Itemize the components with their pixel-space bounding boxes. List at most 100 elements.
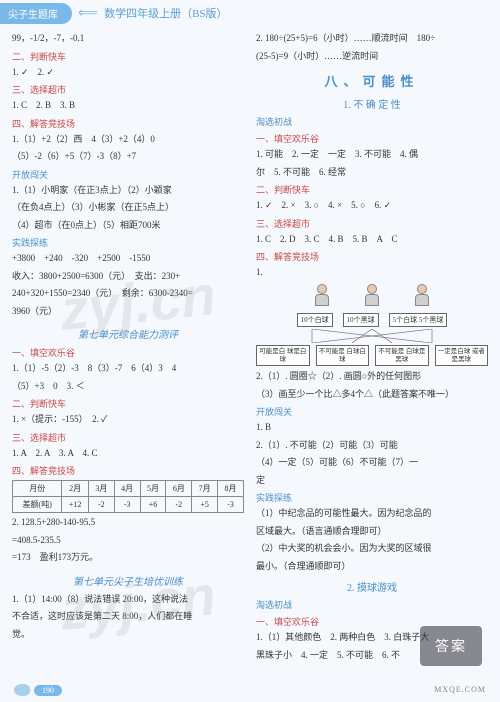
- figure-box: 10个白球: [297, 313, 333, 327]
- table-cell: -2: [166, 497, 192, 513]
- text: 尔 5. 不可能 6. 经常: [256, 166, 488, 180]
- kid-icon: [411, 284, 433, 310]
- header-title: 数学四年级上册（BS版）: [104, 5, 227, 21]
- text: 2.（1）. 不可能（2）可能（3）可能: [256, 439, 488, 453]
- table-cell: 8月: [218, 481, 244, 497]
- text: 觉。: [12, 628, 244, 642]
- text: 3960（元）: [12, 305, 244, 319]
- text: 1.（1）小明家（在正3点上）（2）小颖家: [12, 184, 244, 198]
- connector-lines-icon: [292, 329, 452, 343]
- text: 1. ✓ 2. × 3. ○ 4. × 5. ○ 6. ✓: [256, 199, 488, 213]
- table-cell: 月份: [13, 481, 62, 497]
- figure-result-box: 一定是白球 或者是黑球: [435, 345, 489, 367]
- table-cell: +5: [192, 497, 218, 513]
- table-cell: -3: [114, 497, 140, 513]
- text: 2. 180÷(25+5)=6（小时）……顺流时间 180÷: [256, 32, 488, 46]
- left-column: 99，-1/2，-7，-0.1 二、判断快车 1. ✓ 2. ✓ 三、选择超市 …: [12, 32, 244, 666]
- table-cell: +12: [62, 497, 89, 513]
- figure-result-box: 不可能是 白球是黑球: [375, 345, 429, 367]
- text: 2.（1）. 圆圈☆（2）. 画圆○外的任何图形: [256, 370, 488, 384]
- section-heading: 三、选择超市: [256, 217, 488, 230]
- text: （5）-2（6）+5（7）-3（8）+7: [12, 150, 244, 164]
- diagram-figure: 10个白球 10个黑球 5个白球 5个黑球 可能是白 球是白球 不可能是 白球白…: [256, 284, 488, 367]
- text: (25-5)=9（小时）……逆流时间: [256, 50, 488, 64]
- text: （1）中纪念品的可能性最大。因为纪念品的: [256, 507, 488, 521]
- section-heading: 开放闯关: [12, 168, 244, 181]
- text: （2）中大奖的机会会小。因为大奖的区域很: [256, 542, 488, 556]
- text: 1.: [256, 266, 488, 280]
- section-heading: 二、判断快车: [12, 397, 244, 410]
- section-heading: 二、判断快车: [256, 183, 488, 196]
- section-heading: 淘选初战: [256, 115, 488, 128]
- header-arrow-icon: ⟸: [78, 5, 98, 22]
- table-cell: 2月: [62, 481, 89, 497]
- section-heading: 三、选择超市: [12, 431, 244, 444]
- text: 最小。（合理通顺即可）: [256, 560, 488, 574]
- text: 1. 可能 2. 一定 一定 3. 不可能 4. 偶: [256, 148, 488, 162]
- section-heading: 一、填空欢乐谷: [256, 132, 488, 145]
- figure-box: 10个黑球: [343, 313, 379, 327]
- text: 收入：3800+2500=6300（元） 支出：230+: [12, 270, 244, 284]
- footer: 190: [14, 684, 62, 696]
- table-cell: -2: [88, 497, 114, 513]
- unit-heading: 第七单元尖子生培优训练: [12, 573, 244, 588]
- table-cell: 7月: [192, 481, 218, 497]
- text: =173 盈利173万元。: [12, 551, 244, 565]
- text: 240+320+1550=2340（元） 剩余：6300-2340=: [12, 287, 244, 301]
- figure-result-box: 可能是白 球是白球: [256, 345, 310, 367]
- section-heading: 四、解答竞技场: [256, 250, 488, 263]
- text: 1.（1）-5（2）-3 8（3）-7 6（4）3 4: [12, 362, 244, 376]
- section-heading: 实践探练: [256, 491, 488, 504]
- text: 定: [256, 474, 488, 488]
- section-heading: 淘选初战: [256, 598, 488, 611]
- text: 1. C 2. D 3. C 4. B 5. B A C: [256, 233, 488, 247]
- fish-icon: [14, 684, 30, 696]
- text: （3）画至少一个比△多4个△（此题答案不唯一）: [256, 388, 488, 402]
- answer-stamp: 答案: [420, 626, 482, 666]
- page-number: 190: [34, 685, 62, 696]
- header-badge: 尖子生题库: [0, 3, 72, 24]
- text: 1. ✓ 2. ✓: [12, 66, 244, 80]
- figure-result-box: 不可能是 白球白球: [316, 345, 370, 367]
- table-cell: +6: [140, 497, 166, 513]
- section-heading: 四、解答竞技场: [12, 464, 244, 477]
- table-cell: 差额(吨): [13, 497, 62, 513]
- chapter-heading: 八、可能性: [256, 71, 488, 90]
- text: +3800 +240 -320 +2500 -1550: [12, 252, 244, 266]
- sub-heading: 1. 不 确 定 性: [256, 96, 488, 111]
- table-cell: 4月: [114, 481, 140, 497]
- text: 1.（1）14:00（8）说法错误 20:00，这种说法: [12, 593, 244, 607]
- text: 1. A 2. A 3. A 4. C: [12, 447, 244, 461]
- section-heading: 三、选择超市: [12, 83, 244, 96]
- text: 99，-1/2，-7，-0.1: [12, 32, 244, 46]
- table-cell: 5月: [140, 481, 166, 497]
- section-heading: 实践探练: [12, 236, 244, 249]
- kid-icon: [311, 284, 333, 310]
- text: 1. ×（提示：-155） 2. ✓: [12, 413, 244, 427]
- unit-heading: 第七单元综合能力测评: [12, 326, 244, 341]
- figure-box: 5个白球 5个黑球: [389, 313, 448, 327]
- table-cell: 6月: [166, 481, 192, 497]
- text: 1.（1）+2（2）西 4（3）+2（4）0: [12, 133, 244, 147]
- text: （4）超市（在0点上）（5）相距700米: [12, 219, 244, 233]
- text: 1. B: [256, 421, 488, 435]
- text: （4）一定（5）可能（6）不可能（7）一: [256, 456, 488, 470]
- text: 区域最大。（语言通顺合理即可）: [256, 525, 488, 539]
- table-cell: 3月: [88, 481, 114, 497]
- sub-heading: 2. 摸球游戏: [256, 579, 488, 594]
- footer-site: MXQE.COM: [434, 685, 486, 694]
- section-heading: 二、判断快车: [12, 50, 244, 63]
- month-table: 月份 2月 3月 4月 5月 6月 7月 8月 差额(吨) +12 -2 -3 …: [12, 480, 244, 513]
- text: 不合适，这时应该是第二天 8:00，人们都在睡: [12, 610, 244, 624]
- section-heading: 四、解答竞技场: [12, 117, 244, 130]
- text: 2. 128.5+280-140-95.5: [12, 516, 244, 530]
- right-column: 2. 180÷(25+5)=6（小时）……顺流时间 180÷ (25-5)=9（…: [256, 32, 488, 666]
- text: （在负4点上）（3）小彬家（在正5点上）: [12, 201, 244, 215]
- section-heading: 一、填空欢乐谷: [12, 346, 244, 359]
- section-heading: 开放闯关: [256, 405, 488, 418]
- kid-icon: [361, 284, 383, 310]
- text: 1. C 2. B 3. B: [12, 99, 244, 113]
- text: =408.5-235.5: [12, 534, 244, 548]
- text: （5）+3 0 3. ＜: [12, 380, 244, 394]
- table-cell: -3: [218, 497, 244, 513]
